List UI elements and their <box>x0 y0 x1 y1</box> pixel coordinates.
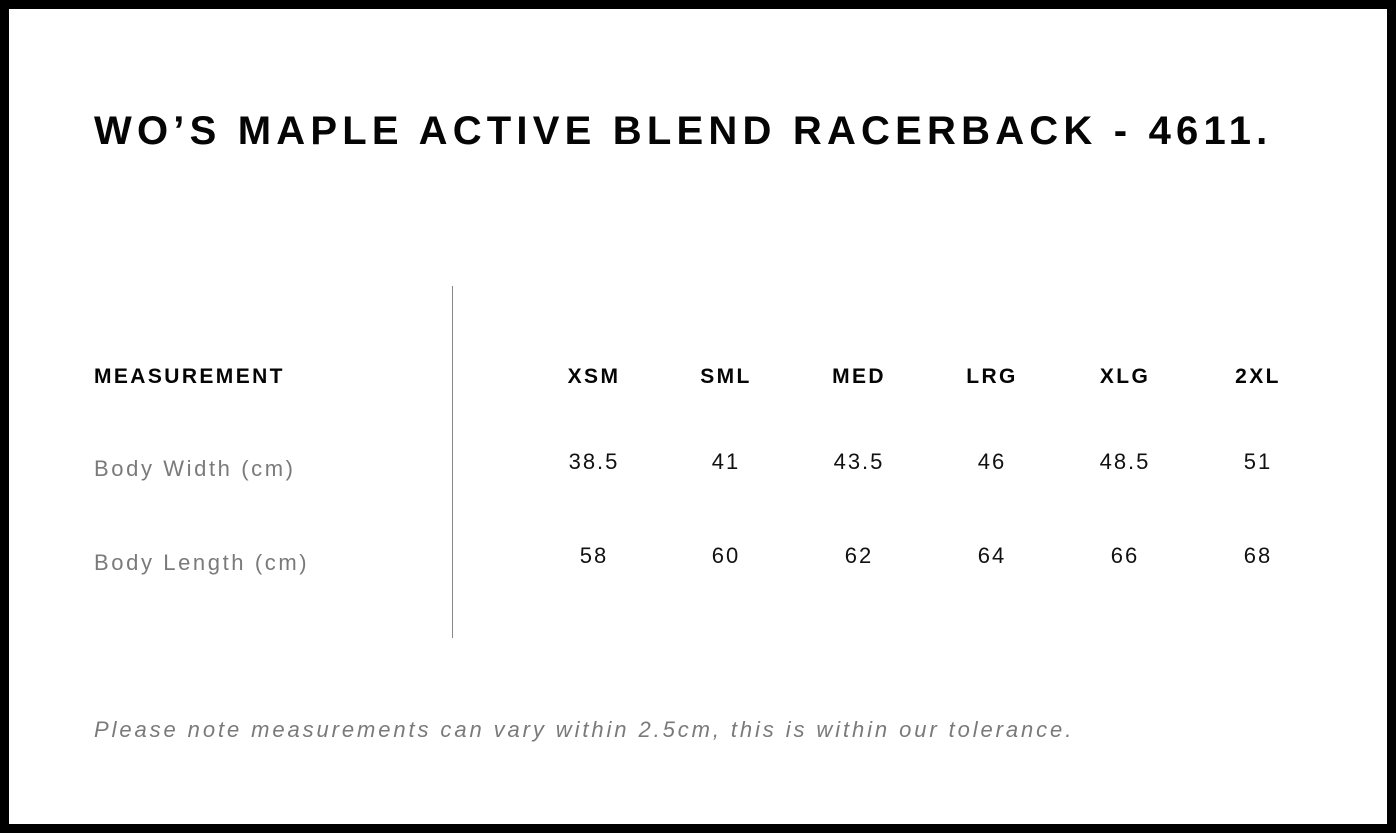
body-width-value: 43.5 <box>833 449 885 474</box>
measurement-header: MEASUREMENT <box>94 365 285 388</box>
size-header: 2XL <box>1235 365 1281 388</box>
body-length-value: 58 <box>579 543 609 568</box>
row-label-body-width: Body Width (cm) <box>94 456 296 481</box>
body-width-value: 38.5 <box>568 449 620 474</box>
body-length-value: 62 <box>844 543 874 568</box>
size-header: LRG <box>966 365 1018 388</box>
size-header: XLG <box>1099 365 1151 388</box>
size-header: SML <box>700 365 752 388</box>
size-chart-card: WO’S MAPLE ACTIVE BLEND RACERBACK - 4611… <box>9 9 1387 824</box>
body-length-value: 64 <box>977 543 1007 568</box>
body-width-value: 41 <box>711 449 741 474</box>
row-label-body-length: Body Length (cm) <box>94 550 310 575</box>
body-length-value: 66 <box>1110 543 1140 568</box>
page-title: WO’S MAPLE ACTIVE BLEND RACERBACK - 4611… <box>94 109 1273 153</box>
body-width-value: 46 <box>977 449 1007 474</box>
column-divider <box>452 286 453 638</box>
size-header: XSM <box>567 365 621 388</box>
body-length-value: 68 <box>1243 543 1273 568</box>
tolerance-note: Please note measurements can vary within… <box>94 717 1075 742</box>
body-width-value: 51 <box>1243 449 1273 474</box>
body-width-value: 48.5 <box>1099 449 1151 474</box>
body-length-value: 60 <box>711 543 741 568</box>
size-header: MED <box>832 365 886 388</box>
